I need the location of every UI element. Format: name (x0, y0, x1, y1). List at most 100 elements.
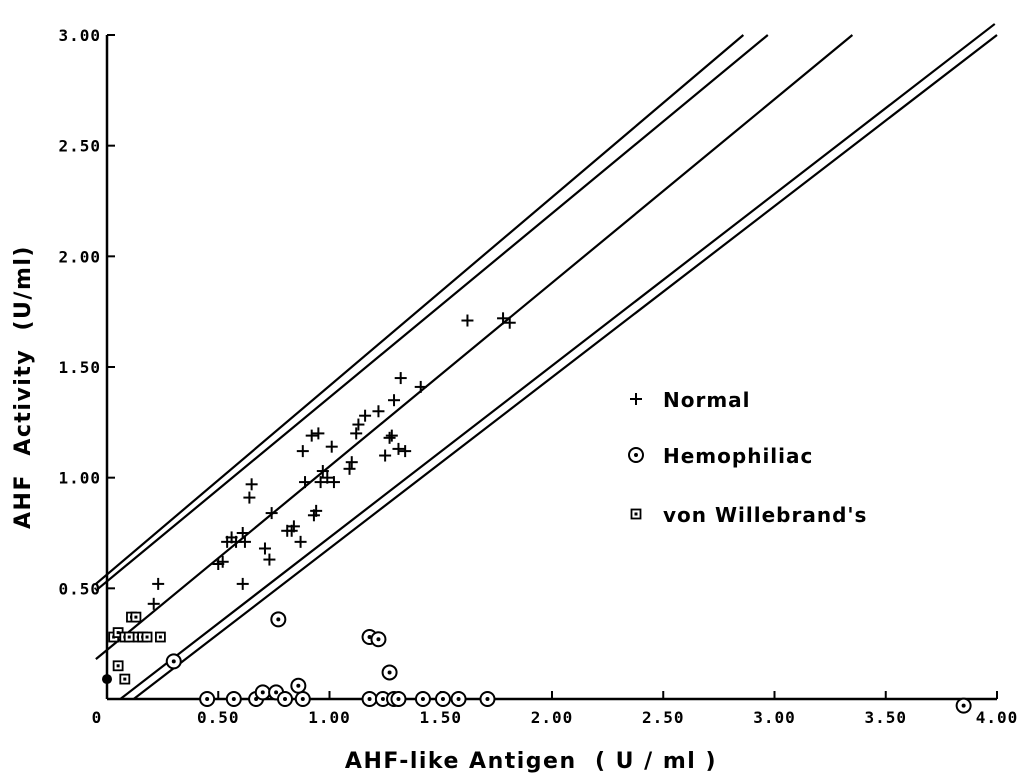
data-point-plus (263, 553, 276, 566)
legend-marker-circle (628, 447, 644, 463)
data-point-square (130, 611, 142, 623)
reference-line (95, 34, 854, 661)
marker-square-dot (145, 635, 149, 639)
data-point-plus (296, 445, 309, 458)
data-point-plus (372, 405, 385, 418)
marker-circle-dot (367, 697, 372, 701)
data-point-plus (243, 491, 256, 504)
marker-circle-dot (396, 697, 401, 701)
marker-square-dot (634, 512, 638, 516)
data-point-plus (343, 462, 356, 475)
data-point-circle (165, 653, 182, 670)
x-tick-label: 1.00 (308, 708, 351, 727)
data-point-plus (359, 409, 372, 422)
data-point-plus (305, 429, 318, 442)
marker-circle-dot (485, 697, 490, 701)
legend-item-von-willebrands: von Willebrand's (630, 503, 867, 527)
marker-circle-dot (276, 617, 281, 622)
marker-circle-dot (376, 637, 381, 642)
legend-circle-glyph (628, 447, 644, 463)
data-point-circle (277, 691, 293, 707)
x-tick-label: 1.50 (419, 708, 462, 727)
marker-circle-dot (205, 697, 210, 701)
data-point-plus (388, 394, 401, 407)
data-point-circle (254, 684, 271, 701)
x-axis-title: AHF-like Antigen ( U / ml ) (345, 749, 717, 774)
marker-circle-dot (300, 697, 305, 701)
data-point-plus (312, 427, 325, 440)
data-point-plus (414, 380, 427, 393)
legend-square-glyph (630, 508, 642, 520)
marker-circle-dot (440, 697, 445, 701)
y-tick-label: 1.00 (58, 469, 101, 488)
data-point-circle (370, 631, 387, 648)
data-point-square (141, 631, 153, 643)
x-tick-label: 0.50 (197, 708, 240, 727)
data-point-plus (350, 427, 363, 440)
marker-square-dot (116, 664, 120, 668)
marker-circle-dot (274, 690, 279, 695)
data-point-circle (225, 691, 242, 707)
data-point-plus (216, 555, 229, 568)
marker-circle-dot (283, 697, 287, 701)
data-point-circle (381, 664, 398, 681)
data-point-plus (352, 418, 365, 431)
data-point-plus (392, 442, 405, 455)
marker-circle-dot (231, 697, 236, 701)
legend-label-von-willebrands: von Willebrand's (663, 503, 867, 527)
data-point-plus (236, 577, 249, 590)
marker-circle-dot (387, 670, 392, 675)
marker-filled-circle (102, 674, 112, 685)
x-tick-label: 0 (92, 708, 103, 727)
reference-line (119, 23, 996, 700)
data-point-plus (310, 504, 323, 517)
marker-square-dot (123, 677, 127, 681)
series-normal (147, 312, 516, 610)
y-tick-label: 0.50 (58, 579, 101, 598)
data-point-plus (258, 542, 271, 555)
series-hemophiliac (165, 611, 972, 714)
y-tick-label: 3.00 (58, 26, 101, 45)
legend: Normal Hemophiliac von Willebrand's (628, 388, 867, 527)
data-point-plus (379, 449, 392, 462)
data-point-plus (325, 440, 338, 453)
x-tick-label: 4.00 (976, 708, 1019, 727)
data-point-plus (238, 535, 251, 548)
legend-marker-square (630, 508, 642, 520)
data-point-square (112, 660, 124, 672)
data-point-circle (955, 697, 972, 714)
legend-item-hemophiliac: Hemophiliac (628, 444, 812, 468)
x-axis-ticks: 0 0.50 1.00 1.50 2.00 2.50 3.00 3.50 4.00 (92, 691, 1019, 727)
marker-circle-dot (296, 683, 301, 688)
data-point-plus (394, 372, 407, 385)
marker-square-dot (116, 631, 120, 635)
data-point-plus (503, 316, 516, 329)
x-tick-label: 2.00 (531, 708, 574, 727)
data-point-circle (434, 691, 451, 707)
data-point-square (123, 631, 135, 643)
legend-item-normal: Normal (630, 388, 751, 412)
x-tick-label: 2.50 (642, 708, 685, 727)
data-point-plus (152, 577, 165, 590)
y-axis-ticks: 0.50 1.00 1.50 2.00 2.50 3.00 (58, 26, 115, 598)
data-points (102, 312, 972, 714)
legend-plus-glyph (630, 393, 642, 405)
data-point-circle (479, 691, 496, 707)
legend-label-normal: Normal (663, 388, 751, 412)
data-point-plus (265, 507, 278, 520)
data-point-plus (294, 535, 307, 548)
data-point-plus (399, 445, 412, 458)
marker-square-dot (134, 615, 138, 619)
data-point-plus (345, 456, 358, 469)
marker-circle-dot (171, 659, 176, 664)
y-tick-label: 1.50 (58, 358, 101, 377)
reference-line (95, 34, 745, 585)
series-von-willebrand-s (108, 611, 166, 685)
marker-circle-dot (634, 453, 638, 457)
data-point-circle (294, 691, 311, 707)
data-point-plus (461, 314, 474, 327)
x-tick-label: 3.00 (753, 708, 796, 727)
data-point-circle (199, 691, 216, 707)
y-tick-label: 2.50 (58, 137, 101, 156)
